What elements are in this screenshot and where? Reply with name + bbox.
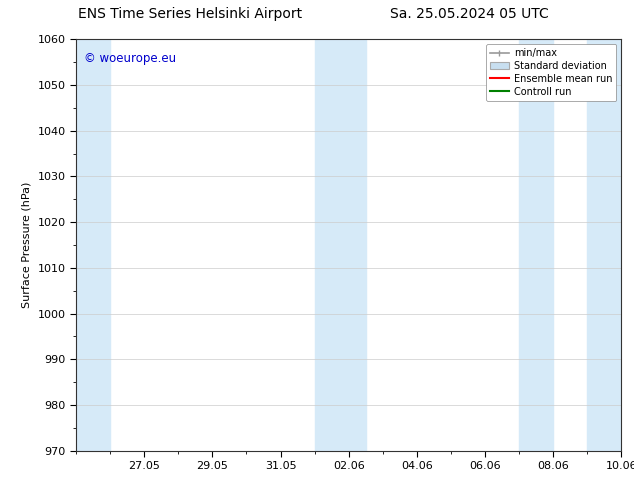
Legend: min/max, Standard deviation, Ensemble mean run, Controll run: min/max, Standard deviation, Ensemble me… (486, 44, 616, 100)
Text: Sa. 25.05.2024 05 UTC: Sa. 25.05.2024 05 UTC (390, 7, 548, 22)
Bar (76, 39, 110, 451)
Text: © woeurope.eu: © woeurope.eu (84, 51, 176, 65)
Bar (587, 39, 621, 451)
Bar (314, 39, 366, 451)
Text: ENS Time Series Helsinki Airport: ENS Time Series Helsinki Airport (78, 7, 302, 22)
Y-axis label: Surface Pressure (hPa): Surface Pressure (hPa) (22, 182, 32, 308)
Bar (519, 39, 553, 451)
